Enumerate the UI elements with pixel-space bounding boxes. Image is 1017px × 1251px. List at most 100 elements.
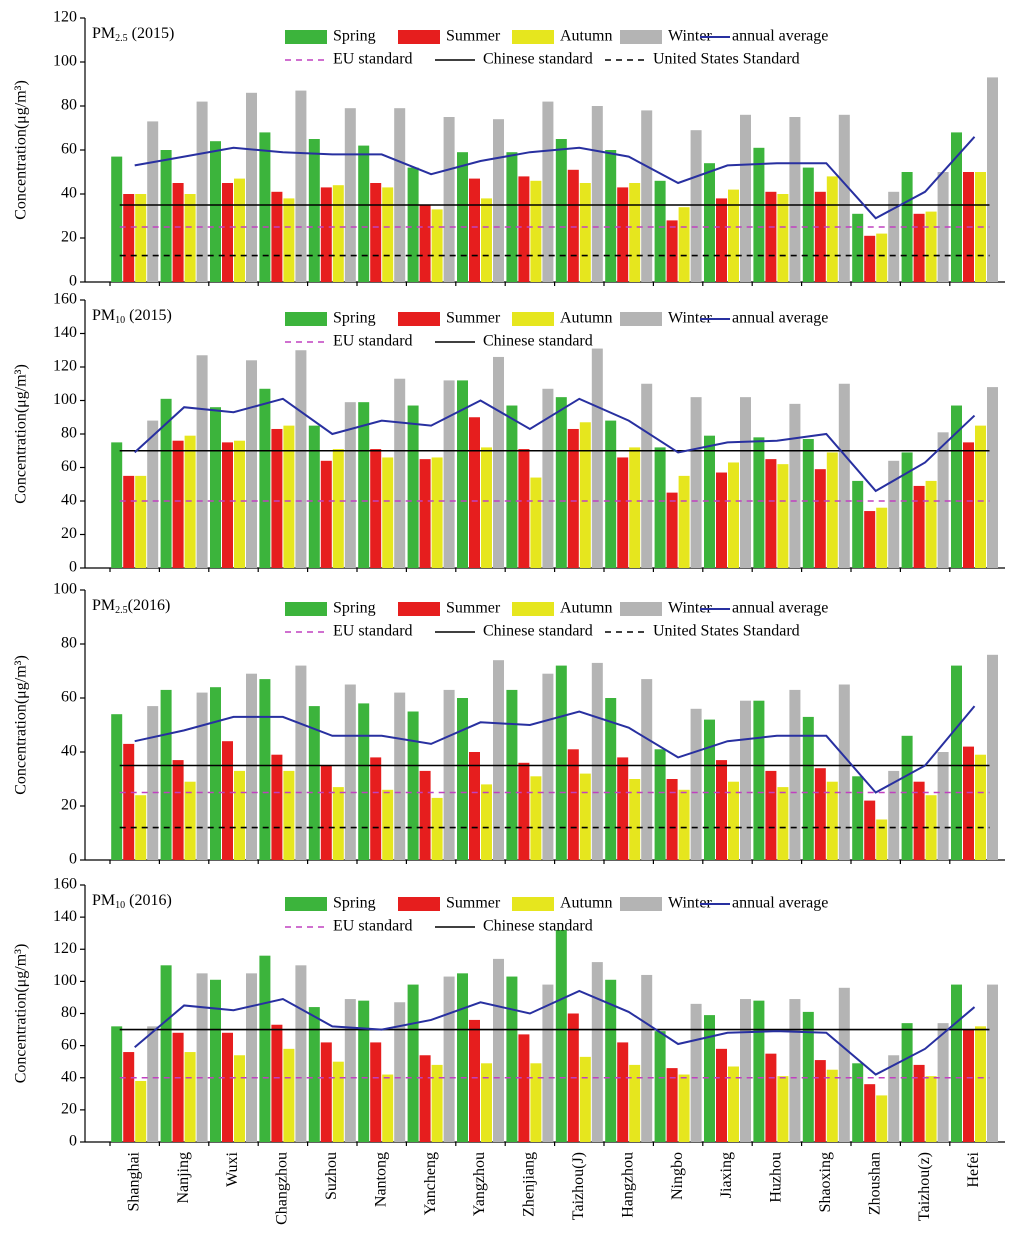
bar — [419, 459, 431, 568]
bar — [641, 974, 653, 1142]
bar — [469, 417, 480, 568]
bar — [469, 178, 480, 282]
bar — [147, 420, 159, 568]
y-tick-label: 80 — [61, 425, 77, 442]
bar — [716, 198, 727, 282]
y-tick-label: 0 — [69, 851, 77, 868]
bar — [506, 152, 518, 282]
bar — [666, 1068, 678, 1142]
bar — [826, 176, 838, 282]
bar — [246, 973, 257, 1142]
bar — [493, 119, 504, 282]
bar — [234, 1055, 245, 1142]
x-tick-label: Taizhou(z) — [916, 1152, 933, 1221]
bar — [222, 1032, 233, 1142]
bar — [901, 735, 913, 860]
bar — [283, 770, 295, 860]
bar — [196, 355, 208, 568]
bar — [234, 440, 245, 568]
bar — [814, 768, 826, 860]
bar — [913, 781, 925, 860]
bar — [457, 380, 468, 568]
x-tick-label: Changzhou — [274, 1152, 291, 1225]
bar — [579, 183, 591, 282]
x-tick-label: Yangzhou — [471, 1152, 488, 1216]
legend-label: United States Standard — [653, 51, 800, 68]
bar — [654, 180, 666, 282]
bar — [344, 402, 356, 568]
bar — [530, 477, 542, 568]
legend-label: Chinese standard — [483, 51, 593, 68]
title-year: (2015) — [128, 25, 175, 42]
bar — [111, 1026, 123, 1142]
bar — [555, 665, 567, 860]
bar — [629, 779, 641, 860]
bar — [196, 692, 208, 860]
legend-swatch — [285, 30, 327, 44]
legend-swatch — [620, 30, 662, 44]
legend-label: Summer — [446, 895, 501, 912]
legend-label: Winter — [668, 28, 712, 45]
bar — [963, 442, 974, 568]
bar — [295, 965, 307, 1142]
bar — [654, 749, 666, 860]
bar — [864, 800, 876, 860]
bar — [987, 387, 998, 568]
bar — [210, 407, 221, 568]
bar — [184, 1052, 196, 1142]
bar — [789, 689, 801, 860]
bar — [716, 1048, 727, 1142]
legend-label: Autumn — [560, 600, 612, 617]
bar — [481, 1063, 492, 1142]
bar — [802, 716, 814, 860]
y-tick-label: 100 — [53, 53, 77, 70]
bar — [777, 464, 789, 568]
bar — [617, 187, 629, 282]
bar — [443, 689, 455, 860]
bar — [123, 1052, 135, 1142]
bar — [591, 348, 603, 568]
x-tick-label: Taizhou(J) — [570, 1152, 587, 1220]
x-tick-label: Hangzhou — [619, 1152, 636, 1218]
x-tick-label: Jiaxing — [718, 1152, 735, 1198]
x-tick-label: Nanjing — [175, 1152, 192, 1204]
bar — [394, 1002, 406, 1142]
bar — [963, 1029, 974, 1142]
legend-label: EU standard — [333, 623, 413, 640]
legend-label: Autumn — [560, 310, 612, 327]
bar — [690, 397, 702, 568]
bar — [716, 472, 727, 568]
bar — [370, 1042, 382, 1142]
title-main: PM — [92, 597, 115, 614]
bar — [111, 714, 123, 860]
bar — [777, 787, 789, 860]
title-year: (2016) — [125, 892, 172, 909]
bar — [172, 183, 184, 282]
bar — [518, 762, 530, 860]
bar — [358, 1000, 370, 1142]
bar — [160, 965, 172, 1142]
bar — [605, 420, 617, 568]
bar — [579, 1056, 591, 1142]
bar — [332, 1061, 344, 1142]
title-main: PM — [92, 25, 115, 42]
bar — [172, 440, 184, 568]
legend-swatch — [512, 312, 554, 326]
bar — [111, 156, 123, 282]
bar — [358, 703, 370, 860]
bar — [431, 457, 443, 568]
bar — [344, 684, 356, 860]
bar — [654, 1031, 666, 1142]
bar — [690, 130, 702, 282]
y-tick-label: 0 — [69, 273, 77, 290]
y-tick-label: 60 — [61, 141, 77, 158]
x-tick-label: Nantong — [372, 1152, 389, 1207]
bar — [234, 770, 245, 860]
bar — [852, 213, 864, 282]
y-tick-label: 160 — [53, 876, 77, 893]
bar — [777, 194, 789, 282]
bar — [135, 1080, 147, 1142]
bar — [728, 781, 739, 860]
bar — [987, 654, 998, 860]
